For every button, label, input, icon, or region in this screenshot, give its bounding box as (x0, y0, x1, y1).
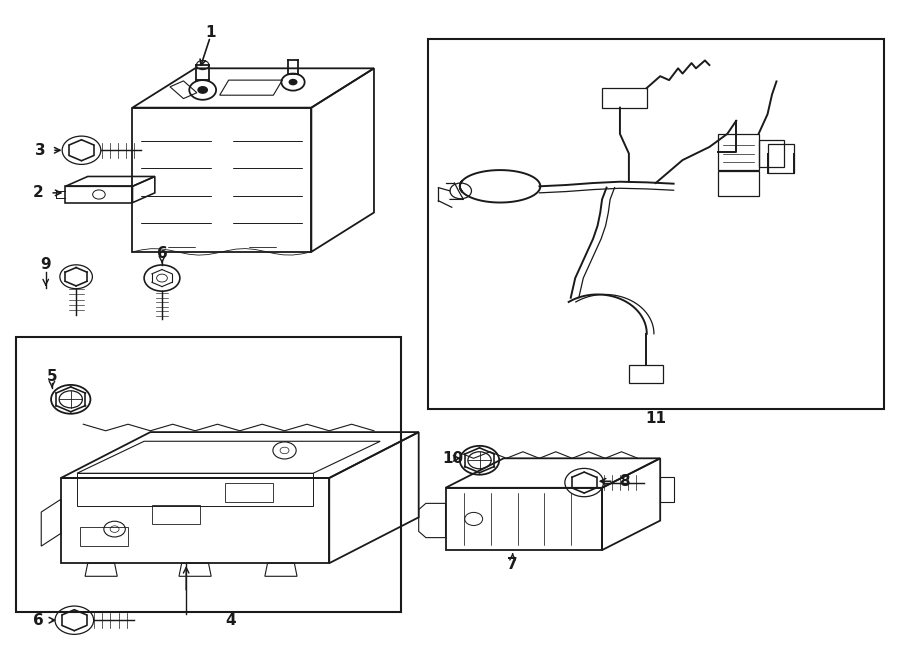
Bar (80, 527, 128, 546)
Bar (152, 505, 201, 524)
Bar (759, 140, 784, 167)
Text: 6: 6 (33, 613, 44, 628)
Text: 7: 7 (508, 557, 518, 572)
Text: 11: 11 (645, 412, 666, 426)
Text: 3: 3 (35, 143, 46, 158)
Text: 6: 6 (157, 247, 167, 261)
Text: 5: 5 (47, 369, 58, 384)
Bar (718, 134, 759, 170)
Text: 9: 9 (40, 257, 51, 272)
Text: 8: 8 (619, 474, 630, 488)
Text: 4: 4 (226, 613, 236, 628)
Bar (629, 365, 663, 383)
Text: 10: 10 (442, 451, 464, 466)
Bar (428, 39, 884, 409)
Circle shape (197, 86, 208, 94)
Text: 2: 2 (33, 185, 44, 200)
Bar (16, 337, 400, 612)
Bar (225, 483, 273, 502)
Bar (602, 88, 647, 108)
Bar (718, 171, 759, 196)
Text: 1: 1 (205, 24, 215, 40)
Circle shape (289, 79, 298, 85)
Bar (768, 143, 795, 173)
